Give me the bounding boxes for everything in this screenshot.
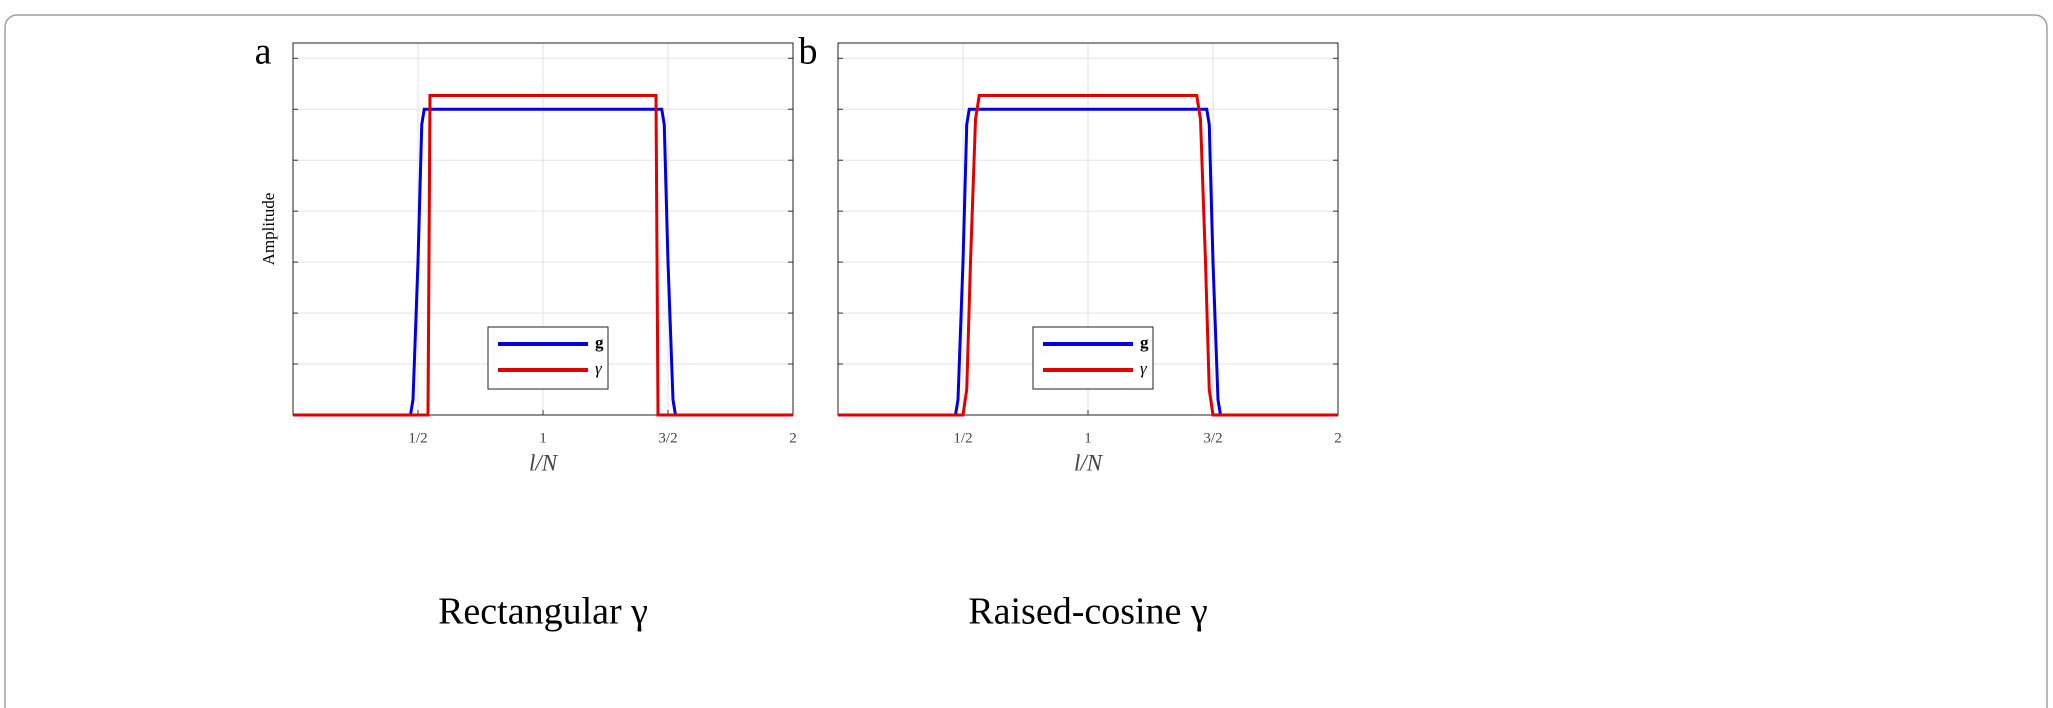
panel-label: a — [255, 31, 272, 73]
x-tick-label: 1 — [1084, 430, 1092, 446]
frame — [4, 14, 2048, 708]
legend-label: g — [1140, 333, 1149, 352]
series-line — [838, 107, 1338, 417]
x-tick-label: 3/2 — [1203, 430, 1222, 446]
series-line — [838, 93, 1338, 417]
legend-box — [487, 326, 609, 390]
x-axis-label: l/N — [529, 450, 559, 475]
legend-box — [1032, 326, 1154, 390]
plot-frame — [292, 42, 794, 416]
legend-label: g — [595, 333, 604, 352]
x-axis-label: l/N — [1074, 450, 1104, 475]
series-line — [293, 93, 793, 417]
x-tick-label: 1/2 — [953, 430, 972, 446]
y-axis-label: Amplitude — [259, 193, 278, 266]
x-tick-label: 3/2 — [658, 430, 677, 446]
legend-label: γ — [1140, 359, 1148, 378]
x-tick-label: 1 — [539, 430, 547, 446]
x-tick-label: 2 — [789, 430, 797, 446]
panel-label: b — [799, 31, 818, 73]
x-tick-label: 2 — [1334, 430, 1342, 446]
caption: Rectangular γ — [438, 591, 648, 633]
legend-label: γ — [595, 359, 603, 378]
plot-frame — [837, 42, 1339, 416]
x-tick-label: 1/2 — [408, 430, 427, 446]
caption: Raised-cosine γ — [968, 591, 1207, 633]
series-line — [293, 107, 793, 417]
